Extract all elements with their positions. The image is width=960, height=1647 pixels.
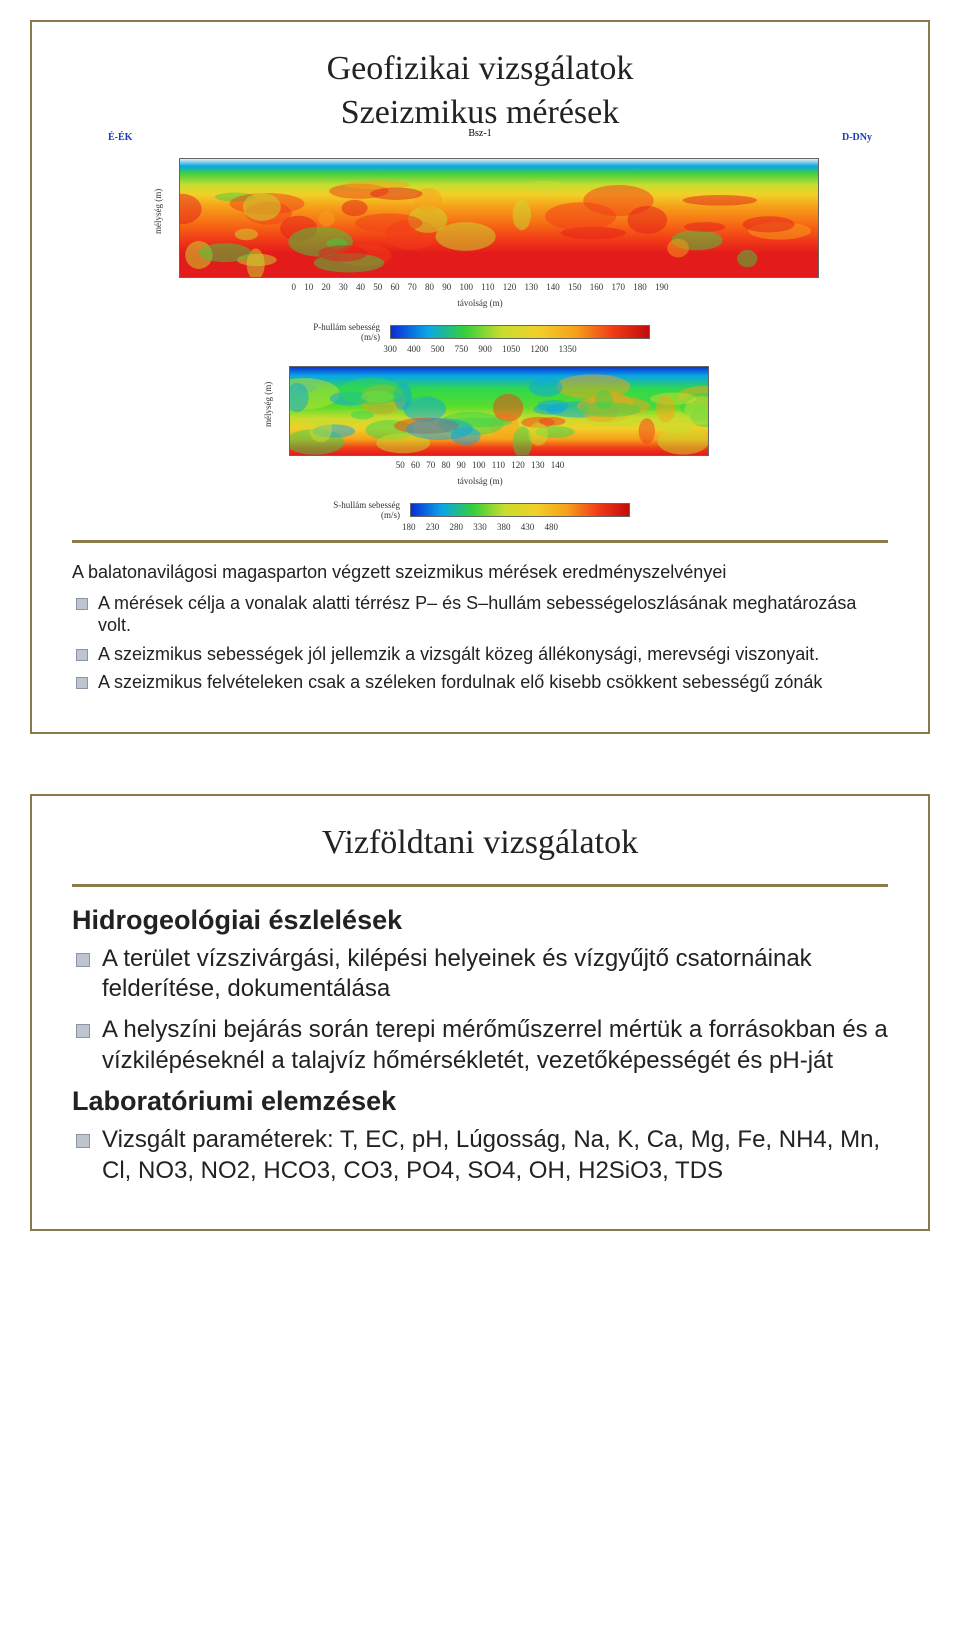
slide1-bullet-list: A mérések célja a vonalak alatti térrész…: [72, 592, 888, 694]
colorbar-p-wave: P-hullám sebesség (m/s) 300 400 500 750 …: [72, 322, 888, 354]
panel1-ylabel: mélység (m): [153, 200, 163, 234]
slide1-bullet: A szeizmikus sebességek jól jellemzik a …: [72, 643, 888, 666]
colorbar-s-wave: S-hullám sebesség (m/s) 180 230 280 330 …: [72, 500, 888, 532]
section-heading-lab: Laboratóriumi elemzések: [72, 1086, 888, 1117]
panel2-xlabel: távolság (m): [72, 476, 888, 486]
panel1-xlabel: távolság (m): [72, 298, 888, 308]
slide2-bullets-2: Vizsgált paraméterek: T, EC, pH, Lúgossá…: [72, 1125, 888, 1186]
panel2-xticks: 50 60 70 80 90 100 110 120 130 140: [72, 460, 888, 470]
cb2-bar: [410, 503, 630, 517]
cb2-ticks: 180 230 280 330 380 430 480: [72, 522, 888, 532]
divider: [72, 540, 888, 543]
cb1-label: P-hullám sebesség (m/s): [310, 322, 380, 342]
seismic-panel-2: mélység (m) 50 60 70 80 90 100 110 120 1…: [72, 362, 888, 486]
panel1-xticks: 0 10 20 30 40 50 60 70 80 90 100 110 120…: [72, 282, 888, 292]
p-wave-section: [179, 158, 819, 278]
section-heading-observations: Hidrogeológiai észlelések: [72, 905, 888, 936]
cb1-ticks: 300 400 500 750 900 1050 1200 1350: [72, 344, 888, 354]
cb1-bar: [390, 325, 650, 339]
slide1-title-line2: Szeizmikus mérések: [72, 94, 888, 132]
panel2-ylabel: mélység (m): [263, 393, 273, 427]
slide1-bullet: A szeizmikus felvételeken csak a széleke…: [72, 671, 888, 694]
s-wave-section: [289, 366, 709, 456]
corner-label-right: D-DNy: [842, 132, 872, 143]
divider: [72, 884, 888, 887]
slide-geophysics: Geofizikai vizsgálatok Szeizmikus mérése…: [30, 20, 930, 734]
slide-hydrogeology: Vizföldtani vizsgálatok Hidrogeológiai é…: [30, 794, 930, 1231]
slide2-bullets-1: A terület vízszivárgási, kilépési helyei…: [72, 944, 888, 1077]
slide1-lead: A balatonavilágosi magasparton végzett s…: [72, 561, 888, 584]
cb2-label: S-hullám sebesség (m/s): [330, 500, 400, 520]
corner-label-left: É-ÉK: [108, 132, 132, 143]
seismic-panel-1: mélység (m) 0 10 20 30 40 50 60 70 80 90…: [72, 154, 888, 308]
slide2-title: Vizföldtani vizsgálatok: [72, 824, 888, 862]
drill-label: Bsz-1: [468, 128, 491, 139]
slide2-bullet: A terület vízszivárgási, kilépési helyei…: [72, 944, 888, 1005]
slide1-title-line1: Geofizikai vizsgálatok: [72, 50, 888, 88]
slide2-bullet: A helyszíni bejárás során terepi mérőműs…: [72, 1015, 888, 1076]
slide1-bullet: A mérések célja a vonalak alatti térrész…: [72, 592, 888, 637]
slide2-bullet: Vizsgált paraméterek: T, EC, pH, Lúgossá…: [72, 1125, 888, 1186]
